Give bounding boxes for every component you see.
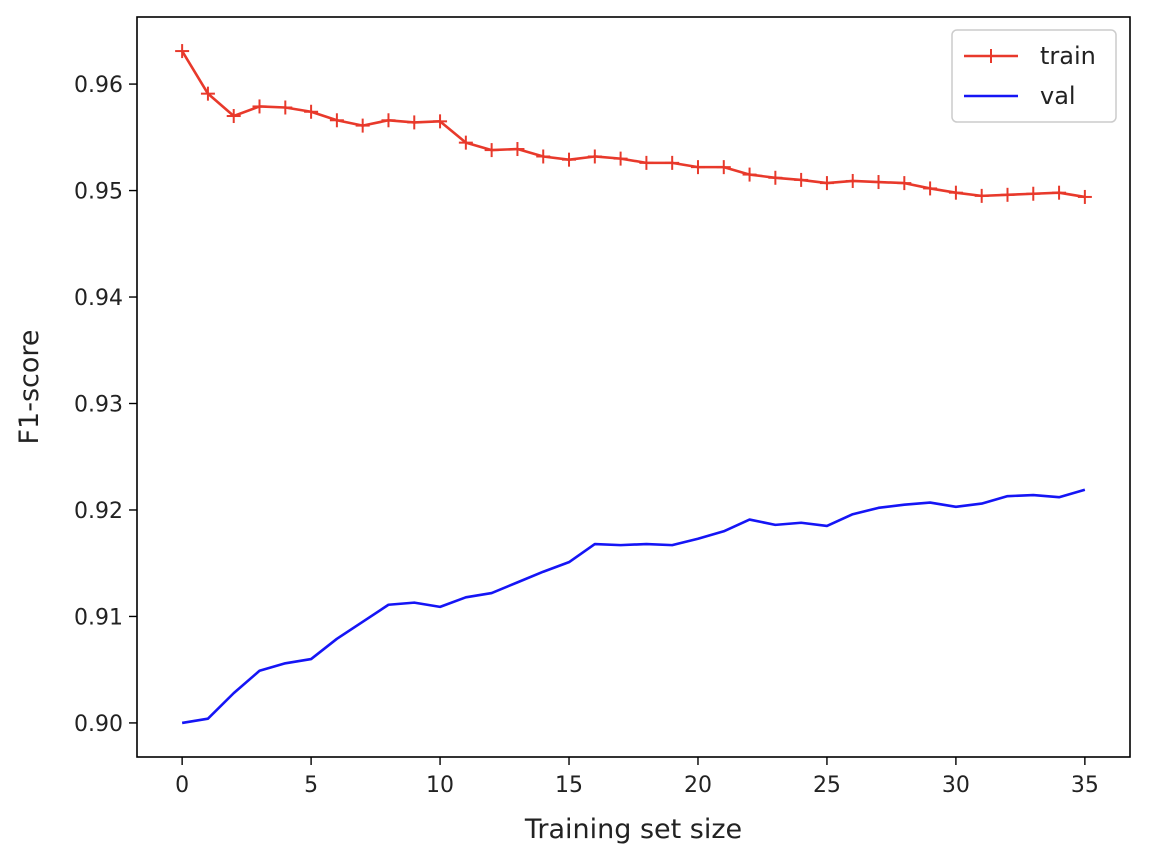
data-point-train (1052, 185, 1067, 200)
x-tick-label: 15 (555, 773, 583, 798)
data-point-train (665, 155, 680, 170)
legend: train val (951, 29, 1117, 123)
data-point-train (381, 113, 396, 128)
data-point-train (871, 175, 886, 190)
data-point-train (175, 44, 190, 59)
y-tick-label: 0.93 (74, 393, 123, 418)
data-point-train (923, 181, 938, 196)
data-point-train (587, 149, 602, 164)
y-tick-label: 0.91 (74, 605, 123, 630)
legend-label: train (1040, 42, 1096, 70)
y-axis-label: F1-score (14, 329, 45, 444)
y-tick-label: 0.92 (74, 499, 123, 524)
data-point-train (458, 135, 473, 150)
data-point-train (433, 114, 448, 129)
data-point-train (304, 104, 319, 119)
data-point-train (845, 173, 860, 188)
series-layer (175, 44, 1092, 725)
data-point-train (613, 151, 628, 166)
data-point-train (742, 167, 757, 182)
series-line-val (181, 488, 1086, 725)
x-tick-label: 20 (684, 773, 712, 798)
legend-item-train: train (964, 42, 1096, 70)
x-tick-label: 0 (175, 773, 189, 798)
legend-label: val (1040, 82, 1076, 110)
ticks-layer: 0 5 10 15 20 25 30 35 0.90 0.91 0.92 0.93 0.94 0.95 0.… (74, 73, 1099, 798)
data-point-train (768, 170, 783, 185)
data-point-train (1077, 189, 1092, 204)
series-train (175, 44, 1092, 204)
data-point-train (794, 172, 809, 187)
data-point-train (819, 176, 834, 191)
data-point-train (278, 100, 293, 115)
data-point-train (484, 143, 499, 158)
data-point-train (200, 86, 215, 101)
y-tick-label: 0.94 (74, 286, 123, 311)
data-point-train (1026, 186, 1041, 201)
series-val (181, 488, 1086, 725)
data-point-train (948, 185, 963, 200)
legend-item-val: val (964, 82, 1076, 110)
y-tick-label: 0.90 (74, 712, 123, 737)
data-point-train (329, 113, 344, 128)
series-line-train (181, 50, 1086, 199)
data-point-train (407, 115, 422, 130)
x-tick-label: 25 (813, 773, 841, 798)
x-axis-label: Training set size (524, 814, 742, 845)
data-point-train (562, 152, 577, 167)
y-tick-label: 0.95 (74, 180, 123, 205)
data-point-train (355, 118, 370, 133)
x-tick-label: 30 (942, 773, 970, 798)
y-tick-label: 0.96 (74, 73, 123, 98)
x-tick-label: 5 (304, 773, 318, 798)
plot-frame (136, 16, 1131, 758)
data-point-train (716, 160, 731, 175)
data-point-train (1000, 187, 1015, 202)
data-point-train (226, 109, 241, 124)
data-point-train (897, 176, 912, 191)
data-point-train (252, 99, 267, 114)
data-point-train (536, 149, 551, 164)
x-tick-label: 10 (426, 773, 454, 798)
x-tick-label: 35 (1071, 773, 1099, 798)
data-point-train (974, 188, 989, 203)
data-point-train (510, 142, 525, 157)
legend-box (951, 29, 1117, 123)
data-point-train (690, 160, 705, 175)
data-point-train (639, 155, 654, 170)
